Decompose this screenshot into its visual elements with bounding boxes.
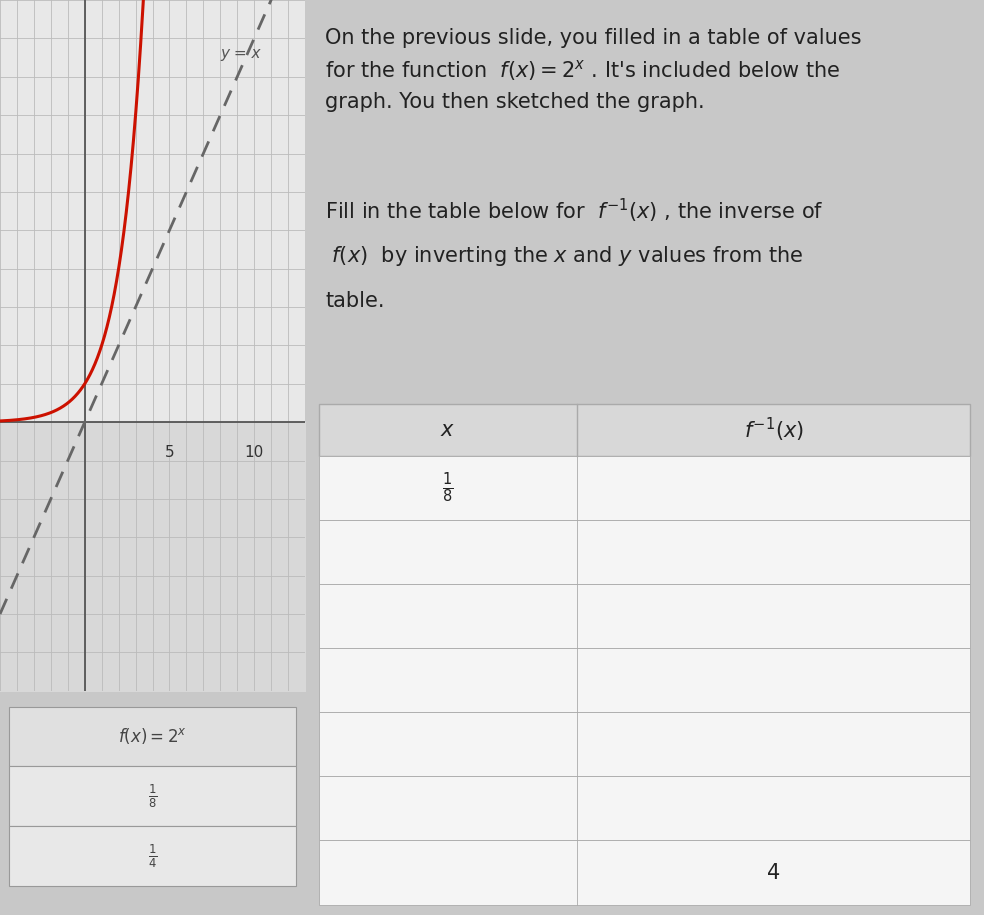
Text: $4$: $4$: [767, 863, 780, 883]
Text: $f^{-1}(x)$: $f^{-1}(x)$: [744, 415, 804, 444]
FancyBboxPatch shape: [319, 777, 970, 841]
FancyBboxPatch shape: [9, 766, 296, 826]
FancyBboxPatch shape: [319, 456, 970, 520]
FancyBboxPatch shape: [319, 520, 970, 584]
FancyBboxPatch shape: [319, 404, 970, 456]
Text: $\frac{1}{8}$: $\frac{1}{8}$: [148, 782, 157, 810]
FancyBboxPatch shape: [319, 713, 970, 777]
Text: $f(x)$  by inverting the $x$ and $y$ values from the: $f(x)$ by inverting the $x$ and $y$ valu…: [326, 244, 804, 268]
FancyBboxPatch shape: [9, 706, 296, 766]
Text: $\frac{1}{4}$: $\frac{1}{4}$: [148, 843, 157, 869]
Text: y = x: y = x: [220, 46, 261, 60]
Text: On the previous slide, you filled in a table of values
for the function  $f(x) =: On the previous slide, you filled in a t…: [326, 27, 862, 112]
Text: $f(x) = 2^x$: $f(x) = 2^x$: [118, 727, 187, 747]
Text: $x$: $x$: [440, 420, 456, 440]
Text: 5: 5: [164, 446, 174, 460]
Text: table.: table.: [326, 291, 385, 311]
FancyBboxPatch shape: [319, 584, 970, 648]
FancyBboxPatch shape: [9, 826, 296, 886]
FancyBboxPatch shape: [319, 648, 970, 713]
FancyBboxPatch shape: [319, 841, 970, 905]
Text: $\frac{1}{8}$: $\frac{1}{8}$: [442, 471, 454, 505]
Text: Fill in the table below for  $f^{-1}(x)$ , the inverse of: Fill in the table below for $f^{-1}(x)$ …: [326, 197, 824, 225]
Text: 10: 10: [245, 446, 264, 460]
